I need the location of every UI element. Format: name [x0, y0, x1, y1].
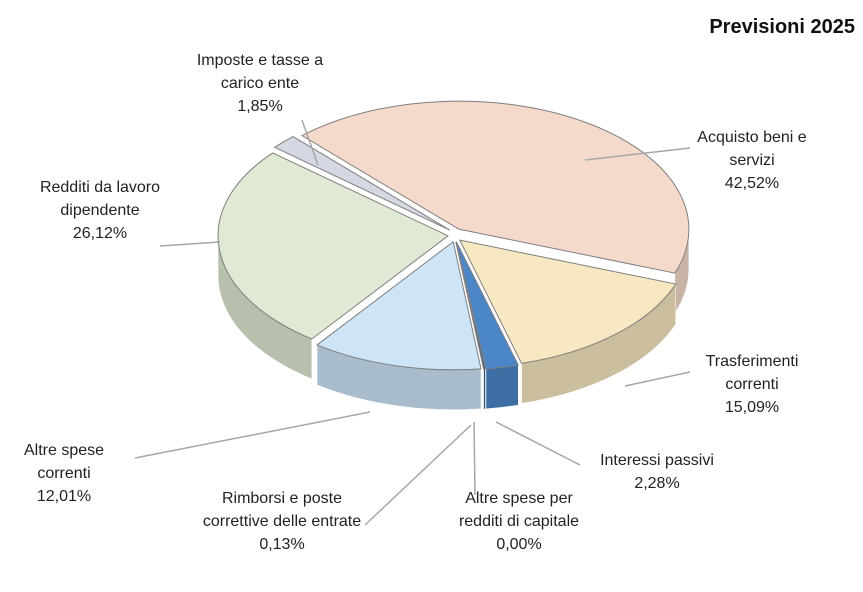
- slice: [316, 240, 482, 371]
- leader-line: [624, 371, 691, 387]
- label-category: Trasferimenti correnti: [705, 353, 799, 393]
- slice: [455, 241, 487, 370]
- label-value: 0,13%: [259, 536, 305, 553]
- label-category: Rimborsi e poste correttive delle entrat…: [202, 490, 362, 530]
- label-category: Imposte e tasse a carico ente: [196, 52, 324, 92]
- label-value: 12,01%: [36, 488, 92, 505]
- data-label: Interessi passivi 2,28%: [572, 449, 742, 495]
- label-category: Altre spese correnti: [23, 442, 105, 482]
- slice: [273, 135, 451, 231]
- data-label: Altre spese per redditi di capitale 0,00%: [454, 487, 584, 556]
- label-category: Redditi da lavoro dipendente: [39, 179, 161, 219]
- data-label: Imposte e tasse a carico ente 1,85%: [180, 49, 340, 118]
- label-value: 1,85%: [237, 98, 283, 115]
- slice: [217, 152, 450, 340]
- data-label: Trasferimenti correnti 15,09%: [677, 350, 827, 419]
- leader-line: [495, 421, 581, 466]
- leader-line: [364, 424, 472, 526]
- slice: [458, 239, 677, 364]
- label-value: 15,09%: [724, 399, 780, 416]
- label-category: Interessi passivi: [600, 452, 714, 469]
- label-category: Altre spese per redditi di capitale: [458, 490, 580, 530]
- leader-line: [159, 241, 221, 247]
- label-value: 26,12%: [72, 225, 128, 242]
- data-label: Redditi da lavoro dipendente 26,12%: [35, 176, 165, 245]
- leader-line: [301, 119, 319, 166]
- label-value: 2,28%: [634, 475, 680, 492]
- slice: [300, 100, 690, 274]
- leader-line: [134, 411, 371, 459]
- slice-side: [483, 368, 486, 410]
- slice-side: [485, 364, 519, 410]
- data-label: Rimborsi e poste correttive delle entrat…: [192, 487, 372, 556]
- label-category: Acquisto beni e servizi: [697, 129, 807, 169]
- leader-line: [473, 421, 476, 496]
- data-label: Acquisto beni e servizi 42,52%: [677, 126, 827, 195]
- slice: [455, 241, 520, 370]
- data-label: Altre spese correnti 12,01%: [4, 439, 124, 508]
- label-value: 0,00%: [496, 536, 542, 553]
- label-value: 42,52%: [724, 175, 780, 192]
- chart-title: Previsioni 2025: [709, 16, 855, 38]
- leader-line: [584, 147, 691, 161]
